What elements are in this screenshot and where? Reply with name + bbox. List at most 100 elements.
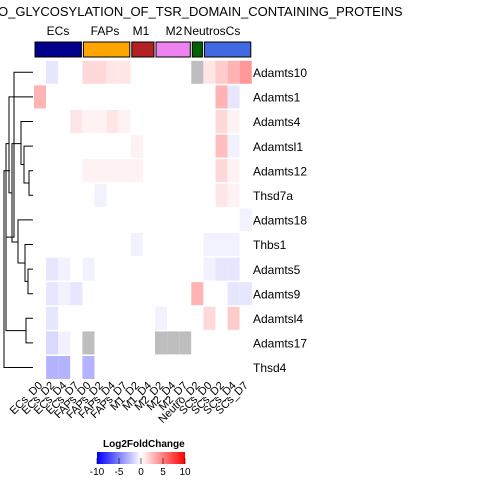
heatmap-cell [142,208,155,232]
heatmap-cell [203,159,216,183]
heatmap-cell [82,60,95,84]
heatmap-cell [179,183,192,207]
heatmap-cell [94,159,107,183]
heatmap-cell [215,85,228,109]
heatmap-cell [239,85,252,109]
heatmap-cell [191,282,204,306]
heatmap-cell [106,331,119,355]
heatmap-cell [106,233,119,256]
heatmap-cell [142,134,155,158]
group-label: M2 [166,24,183,38]
heatmap-cell [179,356,192,379]
heatmap-cell [70,60,83,84]
heatmap-cells [34,60,252,379]
heatmap-cell [167,257,180,281]
row-label: Thbs1 [253,238,287,252]
heatmap-cell [82,233,95,256]
heatmap-cell [130,306,143,330]
heatmap-cell [46,134,59,158]
heatmap-cell [58,208,71,232]
heatmap-cell [191,306,204,330]
heatmap-cell [239,60,252,84]
group-bar [82,41,131,58]
heatmap-cell [155,233,168,256]
heatmap-cell [167,331,180,355]
group-bar [131,41,155,58]
heatmap-cell [34,356,47,379]
heatmap-cell [130,110,143,133]
heatmap-cell [34,257,47,281]
row-label: Adamtsl4 [253,312,303,326]
heatmap-cell [106,356,119,379]
heatmap-cell [94,183,107,207]
group-label: M1 [133,24,150,38]
heatmap-cell [82,85,95,109]
heatmap-cell [34,233,47,256]
heatmap-cell [94,282,107,306]
heatmap-cell [106,110,119,133]
dendrogram-branch [20,121,33,166]
heatmap-cell [70,233,83,256]
heatmap-cell [142,110,155,133]
heatmap-cell [70,208,83,232]
heatmap-cell [227,331,240,355]
heatmap-cell [106,257,119,281]
heatmap-cell [130,282,143,306]
heatmap-cell [167,233,180,256]
heatmap-cell [203,183,216,207]
heatmap-cell [34,134,47,158]
group-label: NeutrosCs [184,24,241,38]
dendrogram-branch [3,170,33,368]
heatmap-cell [227,208,240,232]
heatmap-cell [215,356,228,379]
heatmap-cell [34,85,47,109]
heatmap-cell [130,60,143,84]
heatmap-cell [142,60,155,84]
heatmap-cell [227,159,240,183]
heatmap-cell [179,257,192,281]
heatmap-cell [203,134,216,158]
heatmap-cell [82,257,95,281]
heatmap-cell [70,183,83,207]
heatmap-cell [227,183,240,207]
heatmap-cell [130,208,143,232]
heatmap-cell [142,257,155,281]
dendrogram-branch [11,143,21,243]
heatmap-cell [227,85,240,109]
heatmap-cell [179,208,192,232]
heatmap-cell [155,208,168,232]
heatmap-cell [239,356,252,379]
heatmap-cell [130,85,143,109]
heatmap-cell [46,110,59,133]
legend-tick-label: -10 [90,467,105,478]
heatmap-cell [70,110,83,133]
dendrogram-branch [25,317,33,344]
group-annotation-bars [34,41,252,58]
heatmap-cell [239,183,252,207]
row-label: Adamts17 [253,337,307,351]
heatmap-cell [215,60,228,84]
row-label: Adamtsl1 [253,140,303,154]
heatmap-cell [94,257,107,281]
heatmap-cell [46,159,59,183]
heatmap-cell [118,208,131,232]
heatmap-cell [191,356,204,379]
heatmap-cell [203,60,216,84]
heatmap-cell [130,183,143,207]
dendrogram-branch [6,71,33,238]
heatmap-cell [118,282,131,306]
heatmap-cell [70,282,83,306]
heatmap-cell [155,331,168,355]
heatmap-cell [106,306,119,330]
row-dendrogram [3,71,33,368]
heatmap-cell [203,331,216,355]
heatmap-cell [179,282,192,306]
heatmap-cell [191,159,204,183]
heatmap-cell [239,233,252,256]
heatmap-cell [46,257,59,281]
heatmap-cell [106,60,119,84]
heatmap-cell [46,233,59,256]
heatmap-cell [106,134,119,158]
heatmap-cell [82,183,95,207]
